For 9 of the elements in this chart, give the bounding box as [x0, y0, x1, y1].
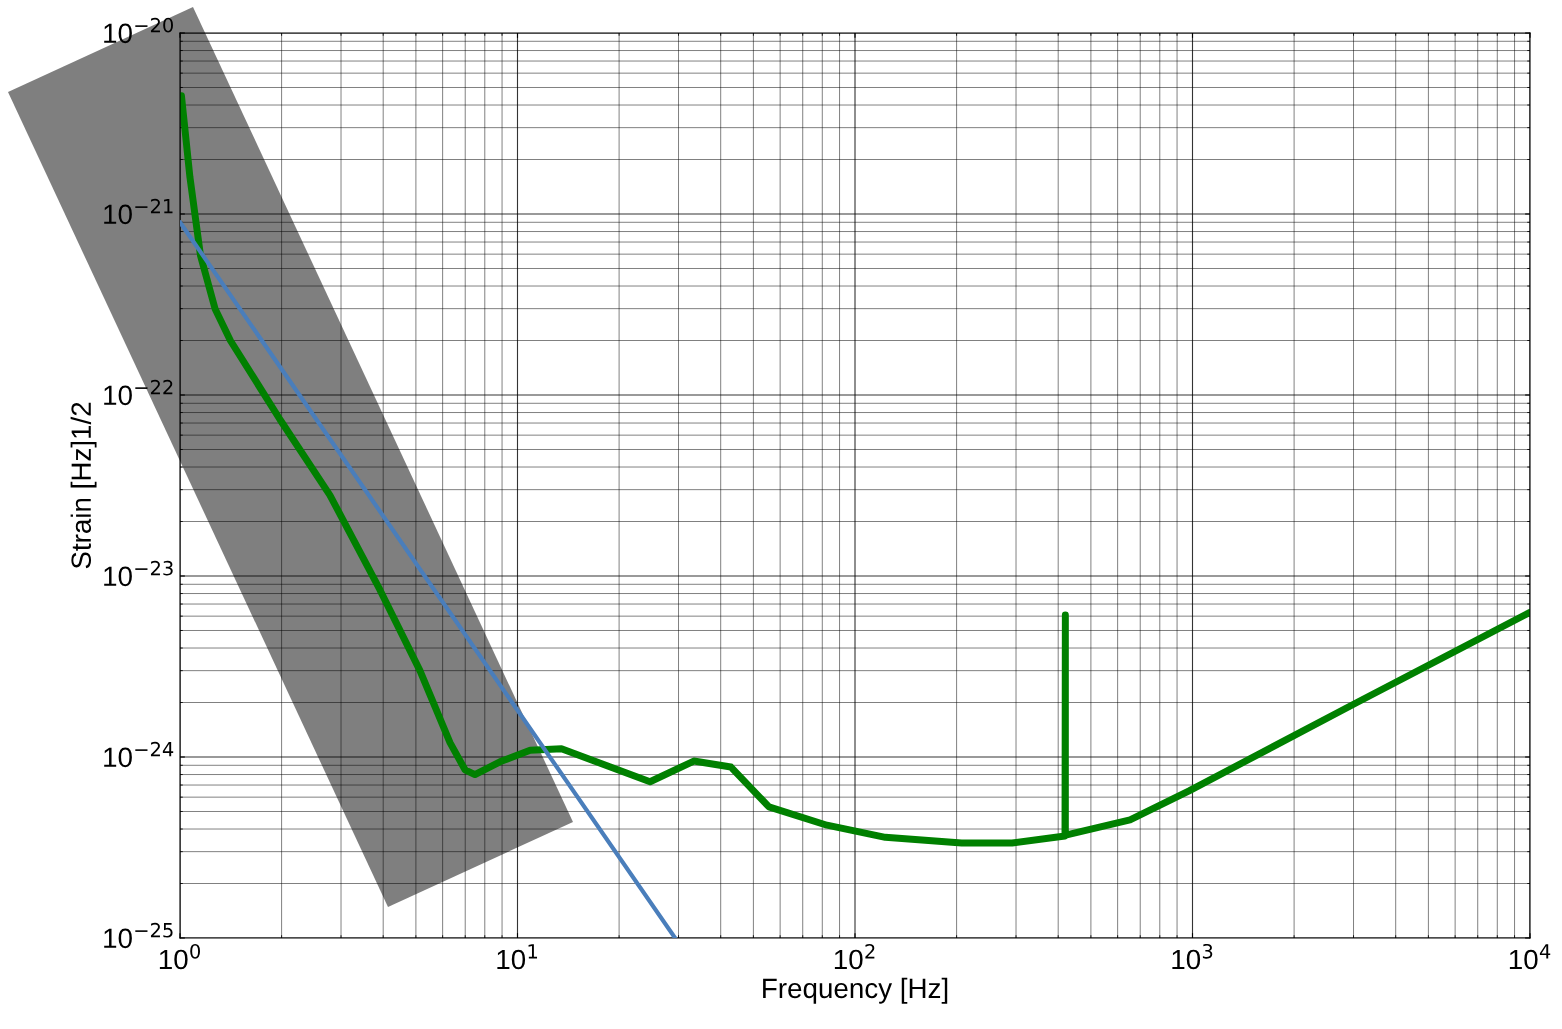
x-axis-title: Frequency [Hz] [763, 977, 948, 1004]
y-tick-label: 10$^{−24}$ [104, 741, 174, 768]
y-axis-title: Strain [Hz]1/2 [70, 402, 97, 569]
x-tick-label: 10$^{4}$ [1509, 944, 1551, 970]
y-tick-label: 10$^{−23}$ [104, 560, 173, 587]
x-tick-label: 10$^{3}$ [1172, 943, 1213, 970]
x-tick-label: 10$^{2}$ [834, 943, 875, 970]
x-tick-label: 10$^{1}$ [497, 944, 538, 970]
y-tick-label: 10$^{−21}$ [104, 198, 173, 225]
